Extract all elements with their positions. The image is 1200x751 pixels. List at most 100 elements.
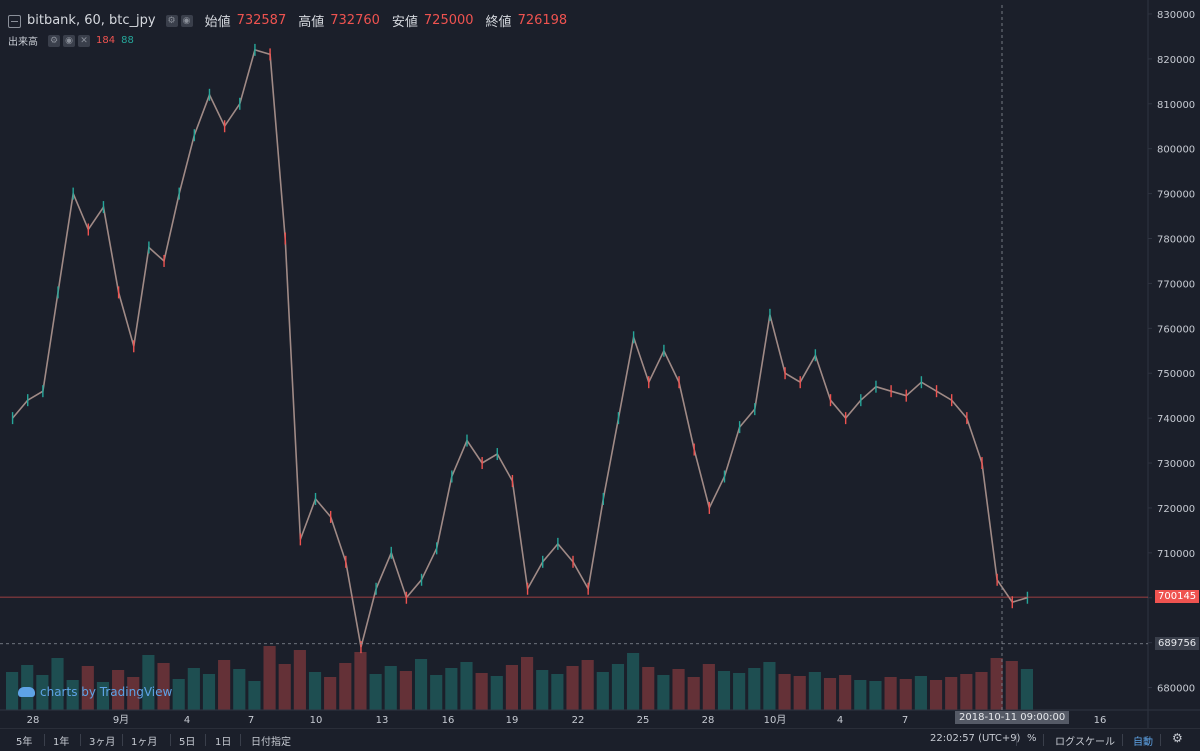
gear-icon[interactable]: ⚙ <box>1172 731 1183 745</box>
x-tick-label: 28 <box>27 715 40 726</box>
volume-bar <box>551 674 564 710</box>
y-tick-label: 790000 <box>1157 190 1195 201</box>
close-value: 726198 <box>517 13 568 28</box>
volume-bar <box>687 677 700 710</box>
volume-bar <box>672 669 685 710</box>
volume-bar <box>627 653 640 710</box>
x-tick-label: 7 <box>902 715 908 726</box>
visibility-icon[interactable]: ◉ <box>180 14 193 27</box>
x-tick-label: 25 <box>637 715 650 726</box>
volume-bar <box>914 676 927 710</box>
volume-bar <box>248 681 261 710</box>
y-tick-label: 830000 <box>1157 10 1195 21</box>
divider <box>1016 734 1017 746</box>
volume-bar <box>823 678 837 710</box>
x-tick-label: 9月 <box>113 714 129 726</box>
timeframe-5y[interactable]: 5年 <box>16 737 33 748</box>
volume-bar <box>793 676 806 710</box>
volume-bar <box>929 680 943 710</box>
volume-bar <box>490 676 503 710</box>
volume-bar <box>81 666 94 710</box>
volume-bar <box>475 673 488 710</box>
volume-bar <box>218 660 231 710</box>
divider <box>1122 734 1123 746</box>
y-tick-label: 780000 <box>1157 235 1195 246</box>
y-tick-label: 730000 <box>1157 459 1195 470</box>
volume-bar <box>414 659 428 710</box>
volume-bar <box>854 680 867 710</box>
volume-bar <box>384 666 397 710</box>
up-volume-value: 184 <box>96 35 116 46</box>
current-price-tag: 700145 <box>1155 590 1200 604</box>
volume-bar <box>430 675 443 710</box>
y-tick-label: 810000 <box>1157 100 1195 111</box>
x-tick-label: 19 <box>506 715 519 726</box>
divider <box>80 734 81 746</box>
timeframe-1m[interactable]: 1ヶ月 <box>131 737 158 748</box>
x-tick-label: 22 <box>572 715 585 726</box>
collapse-icon[interactable] <box>8 15 21 28</box>
open-value: 732587 <box>236 13 287 28</box>
x-tick-label: 10 <box>310 715 323 726</box>
settings-icon[interactable]: ⚙ <box>48 34 60 47</box>
x-tick-label: 13 <box>376 715 389 726</box>
divider <box>240 734 241 746</box>
x-tick-label: 10月 <box>764 714 787 726</box>
visibility-icon[interactable]: ◉ <box>63 34 75 47</box>
volume-bar <box>748 668 761 710</box>
x-tick-label: 16 <box>442 715 455 726</box>
volume-label[interactable]: 出来高 <box>8 37 38 48</box>
volume-bar <box>112 670 125 710</box>
timeframe-3m[interactable]: 3ヶ月 <box>89 737 116 748</box>
timeframe-1d[interactable]: 1日 <box>215 737 232 748</box>
settings-icon[interactable]: ⚙ <box>165 14 178 27</box>
low-label: 安値 <box>391 15 418 30</box>
volume-bar <box>884 677 897 710</box>
down-volume-value: 88 <box>121 35 134 46</box>
y-tick-label: 750000 <box>1157 369 1195 380</box>
percent-toggle[interactable]: % <box>1027 733 1037 744</box>
y-tick-label: 800000 <box>1157 145 1195 156</box>
volume-bar <box>945 677 958 710</box>
volume-bar <box>1020 669 1033 710</box>
volume-bar <box>6 672 19 710</box>
volume-bar <box>642 667 655 710</box>
timeframe-1y[interactable]: 1年 <box>53 737 70 748</box>
branding-text: charts by TradingView <box>40 685 173 699</box>
volume-bar <box>778 674 791 710</box>
volume-bar <box>596 672 609 710</box>
y-tick-label: 770000 <box>1157 279 1195 290</box>
volume-bar <box>187 668 200 710</box>
volume-bar <box>975 672 988 710</box>
volume-bar <box>521 657 534 710</box>
volume-bar <box>505 665 518 710</box>
bottom-toolbar: 5年 1年 3ヶ月 1ヶ月 5日 1日 日付指定 22:02:57 (UTC+9… <box>0 728 1200 751</box>
y-tick-label: 740000 <box>1157 414 1195 425</box>
volume-controls: ⚙ ◉ ✕ <box>48 34 90 47</box>
price-line <box>11 48 1028 648</box>
auto-scale-toggle[interactable]: 自動 <box>1133 737 1153 748</box>
volume-legend: 出来高 ⚙ ◉ ✕ 184 88 <box>8 33 134 48</box>
close-icon[interactable]: ✕ <box>78 34 90 47</box>
x-tick-label: 4 <box>837 715 843 726</box>
volume-bar <box>899 679 912 710</box>
volume-bar <box>763 662 776 710</box>
volume-bar <box>324 677 337 710</box>
volume-bar <box>263 646 276 710</box>
y-tick-label: 720000 <box>1157 504 1195 515</box>
volume-bar <box>990 658 1003 710</box>
volume-bar <box>869 681 882 710</box>
tradingview-branding[interactable]: charts by TradingView <box>18 685 172 699</box>
volume-bar <box>278 664 291 710</box>
volume-bars <box>6 646 1033 710</box>
symbol-label[interactable]: bitbank, 60, btc_jpy <box>27 13 156 28</box>
volume-bar <box>308 672 322 710</box>
date-range-button[interactable]: 日付指定 <box>251 737 291 748</box>
volume-bar <box>581 660 594 710</box>
volume-bar <box>127 677 140 710</box>
timeframe-5d[interactable]: 5日 <box>179 737 196 748</box>
x-tick-label: 28 <box>702 715 715 726</box>
volume-bar <box>399 671 412 710</box>
log-scale-toggle[interactable]: ログスケール <box>1055 737 1115 748</box>
